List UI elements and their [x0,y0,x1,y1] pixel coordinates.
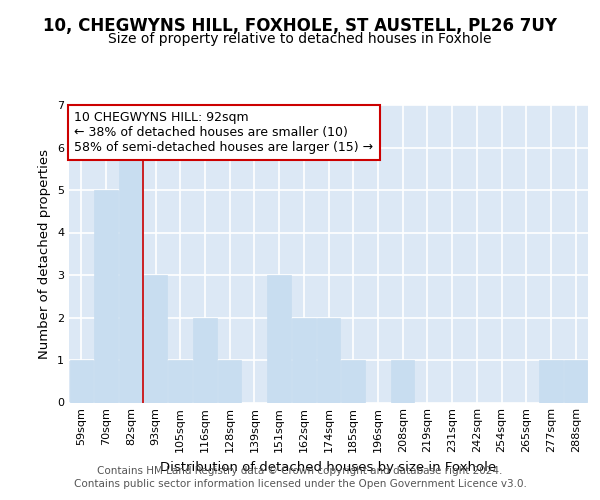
Bar [268,275,291,402]
Bar [94,190,118,402]
Bar [119,148,143,402]
Bar [169,360,192,403]
Bar [539,360,563,403]
Bar [341,360,365,403]
Bar [70,360,93,403]
Bar [144,275,167,402]
Text: Contains HM Land Registry data © Crown copyright and database right 2024.: Contains HM Land Registry data © Crown c… [97,466,503,476]
Bar [218,360,241,403]
Y-axis label: Number of detached properties: Number of detached properties [38,149,52,359]
Bar [292,318,316,402]
Text: Size of property relative to detached houses in Foxhole: Size of property relative to detached ho… [108,32,492,46]
Bar [391,360,415,403]
Text: 10, CHEGWYNS HILL, FOXHOLE, ST AUSTELL, PL26 7UY: 10, CHEGWYNS HILL, FOXHOLE, ST AUSTELL, … [43,18,557,36]
Bar [564,360,587,403]
Bar [317,318,340,402]
Text: 10 CHEGWYNS HILL: 92sqm
← 38% of detached houses are smaller (10)
58% of semi-de: 10 CHEGWYNS HILL: 92sqm ← 38% of detache… [74,111,373,154]
Bar [193,318,217,402]
X-axis label: Distribution of detached houses by size in Foxhole: Distribution of detached houses by size … [160,461,497,474]
Text: Contains public sector information licensed under the Open Government Licence v3: Contains public sector information licen… [74,479,526,489]
